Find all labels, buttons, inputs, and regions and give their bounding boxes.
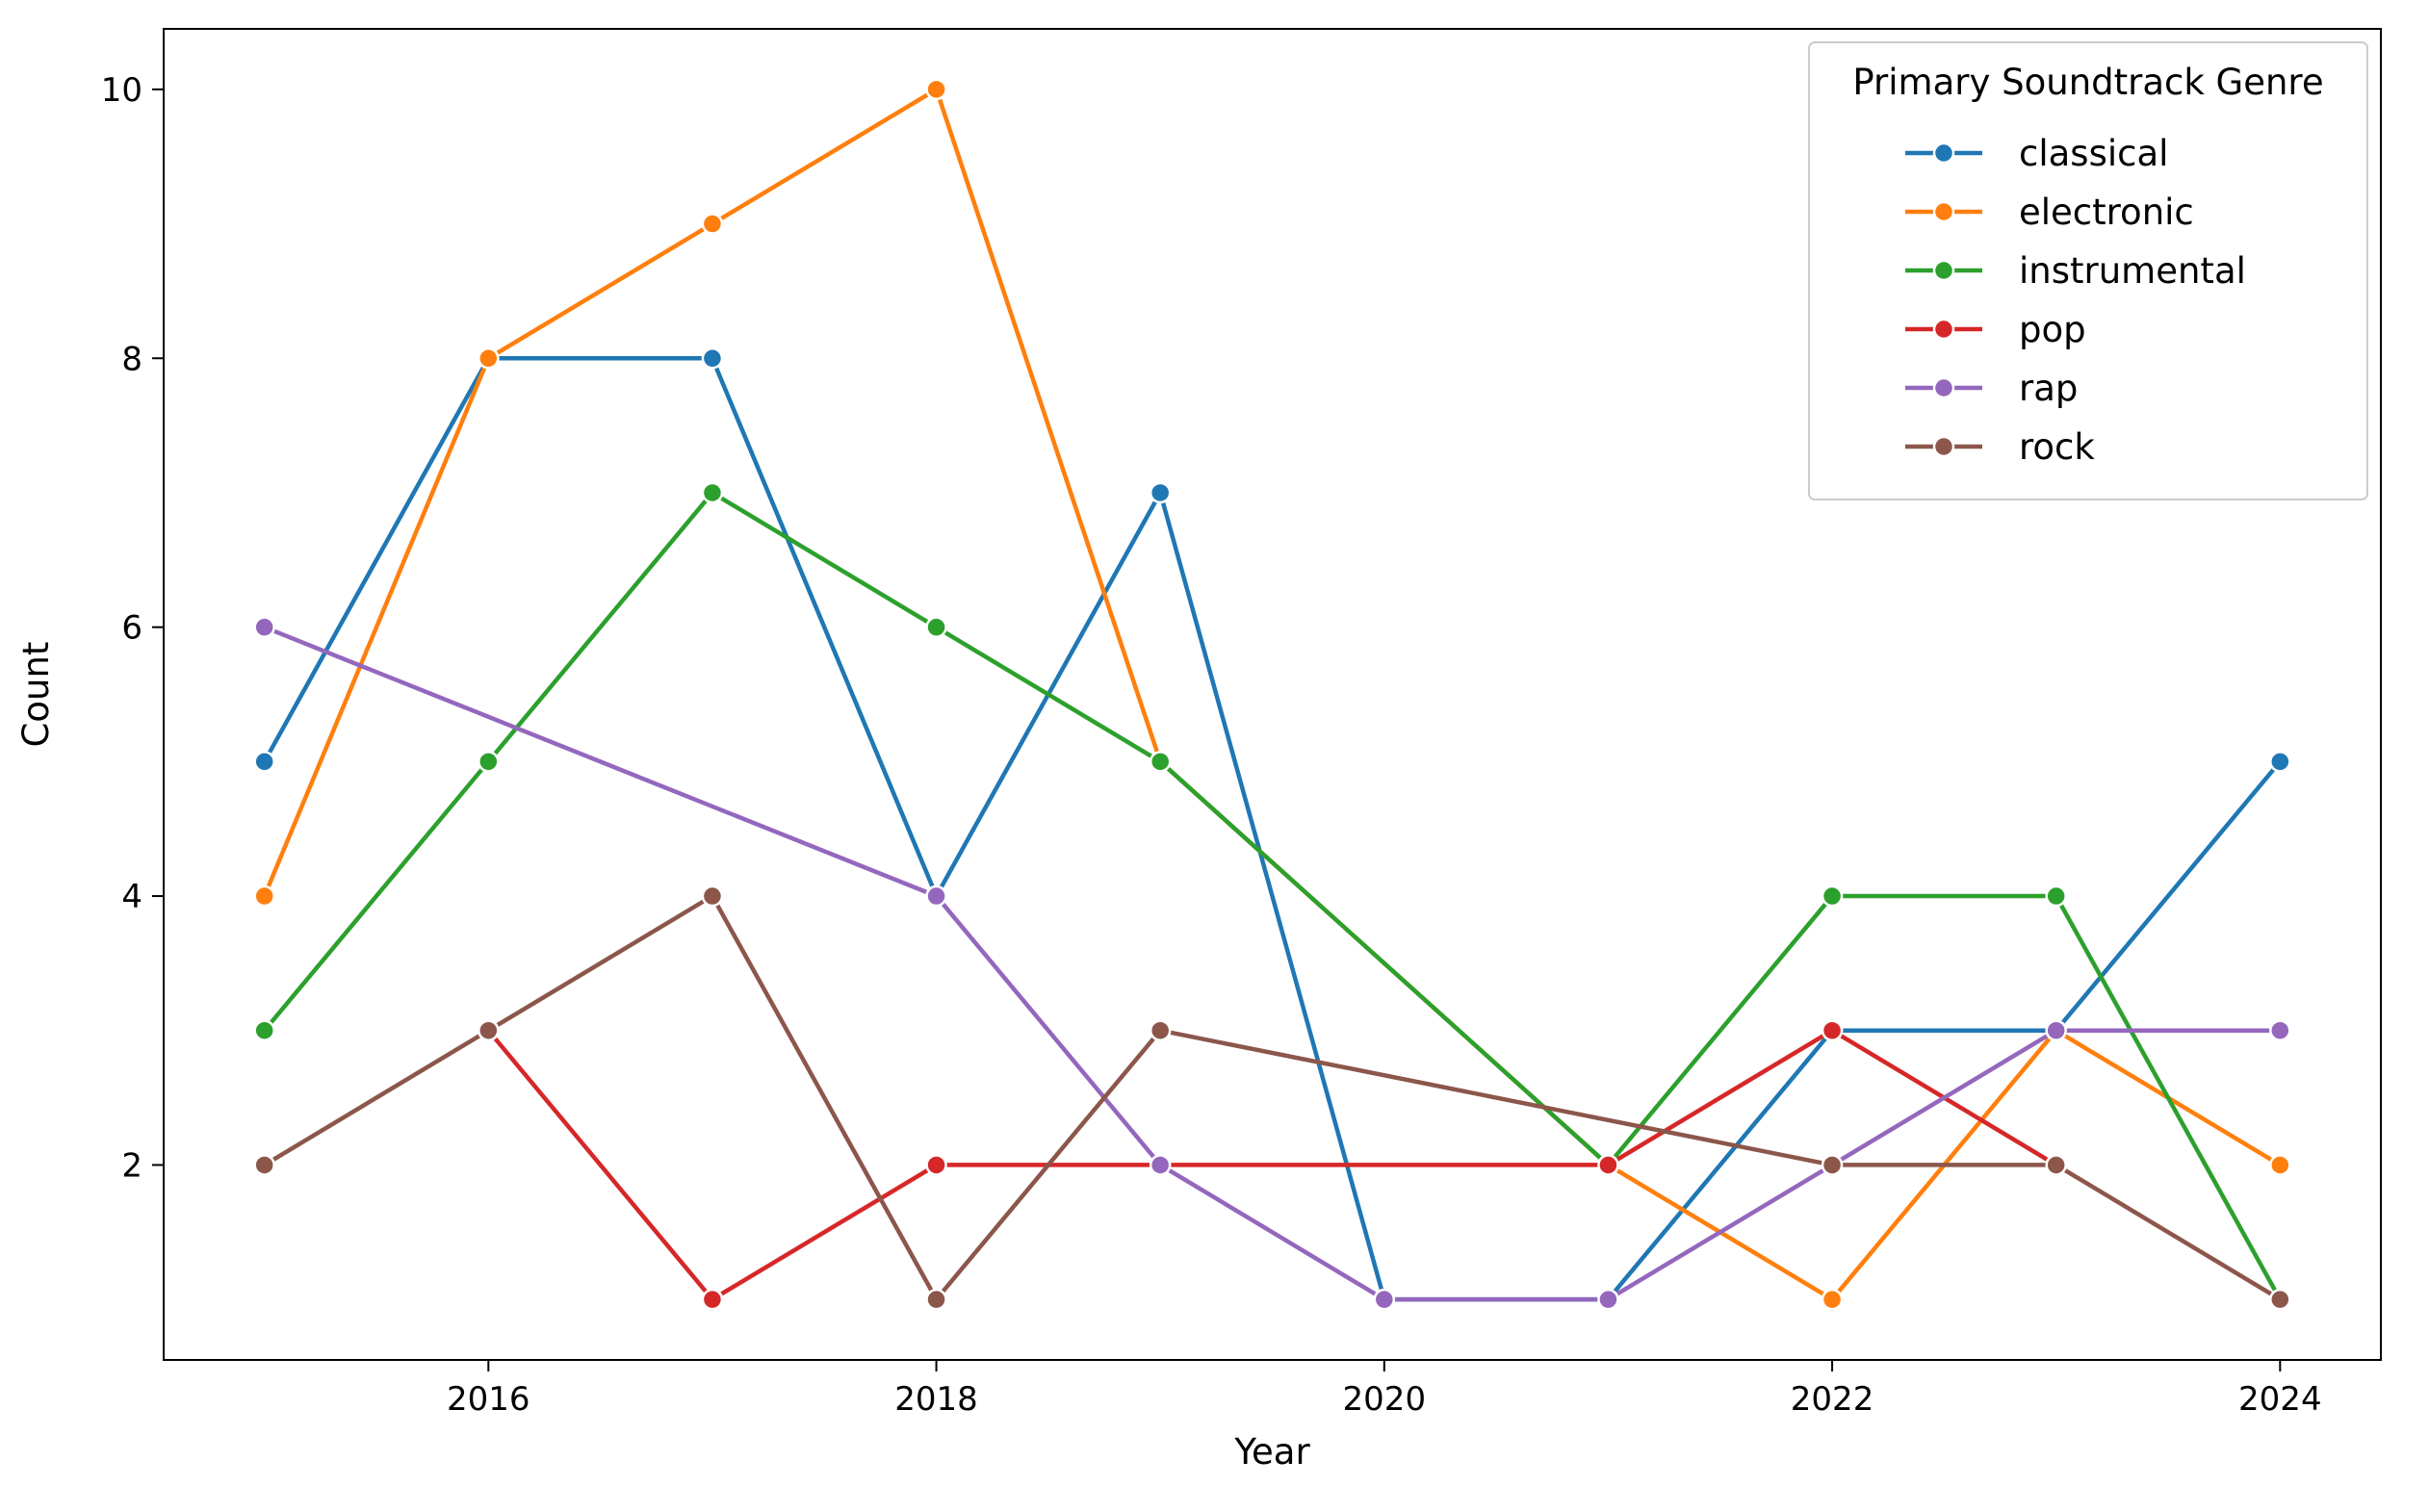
legend-label: rap [2019, 368, 2078, 409]
data-point-instrumental [1149, 751, 1172, 773]
legend-item-electronic: electronic [1905, 192, 2194, 233]
legend-title: Primary Soundtrack Genre [1852, 62, 2323, 103]
series-rock [253, 884, 2291, 1311]
data-point-rock [701, 884, 724, 908]
series-line-classical [262, 356, 2283, 1302]
legend-label: classical [2019, 133, 2168, 174]
data-point-instrumental [478, 751, 500, 773]
data-point-pop [925, 1154, 947, 1176]
legend-item-instrumental: instrumental [1905, 250, 2246, 292]
y-tick-label: 4 [121, 878, 142, 916]
x-tick-label: 2020 [1343, 1380, 1427, 1419]
data-point-rap [1373, 1288, 1396, 1311]
data-point-instrumental [701, 481, 724, 504]
y-axis-title: Count [15, 642, 57, 748]
y-tick-label: 2 [121, 1146, 142, 1185]
data-point-electronic [253, 884, 275, 908]
data-point-classical [1149, 481, 1172, 504]
y-tick-label: 8 [121, 340, 142, 378]
data-point-rap [2269, 1019, 2291, 1041]
x-tick-label: 2024 [2238, 1380, 2322, 1419]
data-point-rock [2269, 1288, 2291, 1311]
x-axis-title: Year [1233, 1431, 1310, 1473]
legend: Primary Soundtrack Genre classical electr… [1808, 41, 2368, 500]
data-point-rap [2045, 1019, 2067, 1041]
x-tick-label: 2018 [894, 1380, 978, 1419]
legend-swatch-marker [1932, 376, 1955, 399]
data-point-rap [253, 616, 275, 638]
data-point-classical [253, 751, 275, 773]
data-point-electronic [925, 78, 947, 101]
data-point-rock [1149, 1019, 1172, 1041]
y-tick-label: 10 [101, 71, 142, 110]
legend-item-rock: rock [1905, 426, 2095, 468]
legend-label: pop [2019, 309, 2086, 350]
legend-swatch-marker [1932, 259, 1955, 282]
plot-frame [163, 28, 2382, 1361]
data-point-electronic [701, 213, 724, 235]
legend-label: rock [2019, 426, 2095, 468]
x-tick-label: 2022 [1791, 1380, 1874, 1419]
data-point-instrumental [2045, 884, 2067, 908]
data-point-electronic [1821, 1288, 1844, 1311]
chart-axes: 2016 2018 2020 2022 2024 2 4 6 8 10 [101, 71, 2322, 1419]
data-point-electronic [478, 347, 500, 370]
data-point-rap [925, 884, 947, 908]
series-line-rock [262, 893, 2283, 1302]
chart-marks [253, 78, 2291, 1311]
data-point-pop [1597, 1154, 1619, 1176]
data-point-rap [1149, 1154, 1172, 1176]
legend-item-classical: classical [1905, 133, 2168, 174]
data-point-classical [2269, 751, 2291, 773]
legend-swatch-marker [1932, 141, 1955, 165]
legend-item-pop: pop [1905, 309, 2086, 350]
legend-label: electronic [2019, 192, 2194, 233]
data-point-electronic [2269, 1154, 2291, 1176]
legend-swatch-marker [1932, 318, 1955, 341]
x-tick-label: 2016 [447, 1380, 530, 1419]
legend-swatch-marker [1932, 435, 1955, 458]
data-point-instrumental [1821, 884, 1844, 908]
data-point-classical [701, 347, 724, 370]
data-point-rap [1597, 1288, 1619, 1311]
legend-item-rap: rap [1905, 368, 2078, 409]
series-line-pop [486, 1028, 2058, 1302]
series-line-rap [262, 625, 2283, 1302]
series-rap [253, 616, 2291, 1311]
data-point-rock [478, 1019, 500, 1041]
data-point-rock [925, 1288, 947, 1311]
data-point-rock [253, 1154, 275, 1176]
legend-swatch-marker [1932, 200, 1955, 223]
y-tick-label: 6 [121, 609, 142, 648]
legend-label: instrumental [2019, 250, 2246, 292]
data-point-pop [1821, 1019, 1844, 1041]
data-point-instrumental [925, 616, 947, 638]
data-point-pop [701, 1288, 724, 1311]
data-point-instrumental [253, 1019, 275, 1041]
data-point-rock [1821, 1154, 1844, 1176]
data-point-rock [2045, 1154, 2067, 1176]
